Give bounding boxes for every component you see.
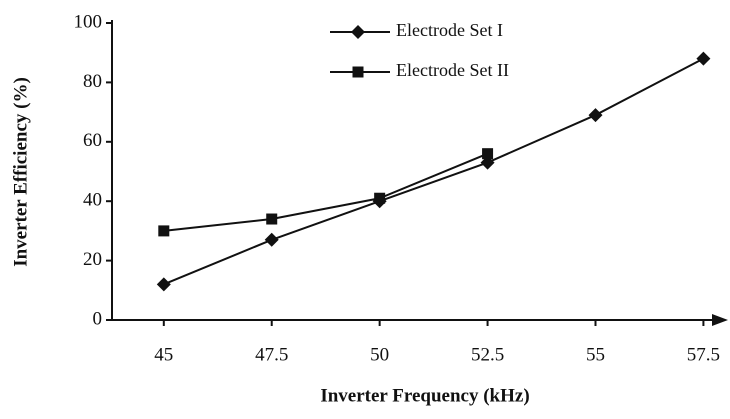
- x-tick-label: 45: [154, 344, 173, 365]
- data-point: [264, 232, 279, 247]
- data-point: [374, 192, 386, 204]
- x-tick-label: 55: [586, 344, 605, 365]
- y-tick-label: 40: [83, 190, 102, 211]
- x-tick-label: 57.5: [687, 344, 720, 365]
- y-tick-label: 60: [83, 130, 102, 151]
- data-point: [158, 225, 170, 237]
- series-line: [163, 152, 488, 232]
- legend-marker: [352, 66, 364, 78]
- x-tick-label: 47.5: [255, 344, 288, 365]
- series-line: [163, 57, 704, 286]
- data-point: [266, 213, 278, 225]
- y-tick-label: 80: [83, 71, 102, 92]
- x-axis-title: Inverter Frequency (kHz): [320, 385, 529, 406]
- x-axis-arrow: [712, 314, 728, 326]
- legend-marker: [351, 25, 365, 39]
- data-point: [696, 51, 711, 66]
- legend-label: Electrode Set II: [396, 60, 509, 80]
- data-point: [482, 148, 494, 160]
- y-tick-label: 20: [83, 249, 102, 270]
- y-axis-title: Inverter Efficiency (%): [10, 77, 31, 267]
- x-tick-label: 50: [370, 344, 389, 365]
- y-tick-label: 100: [74, 11, 103, 32]
- legend-label: Electrode Set I: [396, 20, 503, 40]
- data-point: [588, 108, 603, 123]
- y-tick-label: 0: [93, 308, 103, 329]
- data-point: [156, 277, 171, 292]
- x-tick-label: 52.5: [471, 344, 504, 365]
